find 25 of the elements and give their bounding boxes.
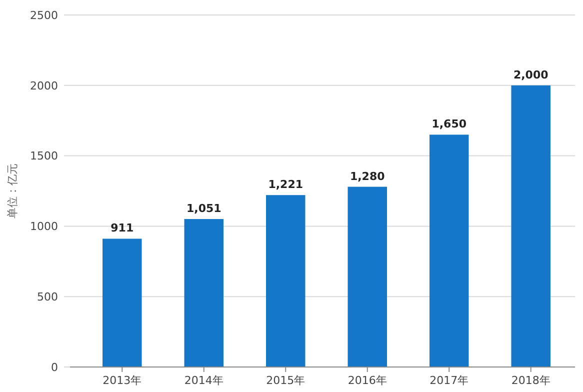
y-tick-label: 500 [37,290,58,304]
y-tick-label: 0 [51,360,58,374]
bar [348,186,387,367]
data-label: 1,051 [186,202,222,216]
y-axis-title: 单位：亿元 [6,164,19,218]
data-label: 1,650 [432,118,467,131]
x-tick-label: 2013年 [102,374,142,387]
x-tick-label: 2015年 [266,374,306,387]
y-tick-label: 1500 [30,150,58,163]
y-tick-label: 1000 [30,220,58,234]
x-tick-label: 2014年 [184,374,224,387]
bar [511,85,550,367]
bar [429,134,469,367]
y-tick-label: 2500 [30,8,58,22]
x-tick-label: 2017年 [430,374,469,387]
data-label: 1,221 [268,178,304,192]
data-label: 911 [110,222,134,235]
x-tick-label: 2018年 [511,374,550,387]
x-tick-label: 2016年 [348,374,387,387]
bar [102,238,142,367]
data-label: 1,280 [350,170,386,183]
bar [184,219,224,367]
data-label: 2,000 [513,68,549,82]
y-tick-label: 2000 [30,79,58,92]
bar [266,195,306,367]
